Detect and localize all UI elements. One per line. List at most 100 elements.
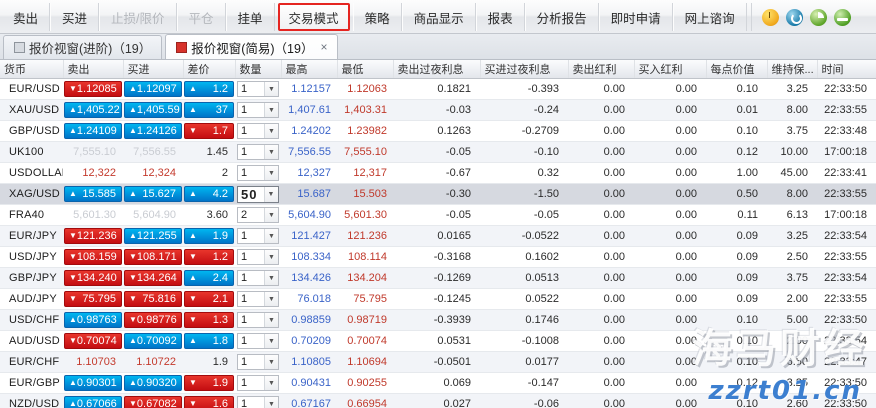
price-cell-spread[interactable]: ▲ 4.2: [183, 183, 235, 205]
price-cell-buy[interactable]: ▲ 1.12097: [123, 78, 183, 100]
price-cell-sell[interactable]: ▲ 1,405.22: [63, 99, 123, 121]
toolbar-button-5[interactable]: 交易模式: [277, 3, 350, 31]
price-cell-sell[interactable]: 5,601.30: [63, 204, 123, 226]
toolbar-button-8[interactable]: 报表: [475, 3, 525, 31]
table-row[interactable]: UK100 7,555.10 7,556.55 1.45 1 ▼ 7,556.55 7,555…: [0, 141, 876, 163]
refresh-icon[interactable]: [785, 8, 803, 26]
table-row[interactable]: NZD/USD ▲ 0.67066 ▼ 0.67082 ▼ 1.6 1 ▼ 0.67167 0.66…: [0, 393, 876, 408]
chevron-down-icon[interactable]: ▼: [264, 124, 278, 138]
price-cell-sell[interactable]: ▼ 121.236: [63, 225, 123, 247]
price-cell-spread[interactable]: ▲ 1.8: [183, 330, 235, 352]
chevron-down-icon[interactable]: ▼: [264, 145, 278, 159]
price-cell-sell[interactable]: 7,555.10: [63, 141, 123, 163]
toolbar-button-10[interactable]: 即时申请: [598, 3, 673, 31]
chevron-down-icon[interactable]: ▼: [264, 376, 278, 390]
price-cell-spread[interactable]: ▲ 2.4: [183, 267, 235, 289]
table-row[interactable]: EUR/JPY ▼ 121.236 ▲ 121.255 ▲ 1.9 1 ▼ 121.427 121.…: [0, 225, 876, 247]
price-cell-buy[interactable]: ▲ 121.255: [123, 225, 183, 247]
table-row[interactable]: EUR/USD ▼ 1.12085 ▲ 1.12097 ▲ 1.2 1 ▼ 1.12157 1.12…: [0, 78, 876, 100]
column-header-1[interactable]: 卖出: [63, 60, 124, 79]
price-cell-sell[interactable]: ▼ 108.159: [63, 246, 123, 268]
chevron-down-icon[interactable]: ▼: [264, 271, 278, 285]
toolbar-button-4[interactable]: 挂单: [225, 3, 275, 31]
price-cell-spread[interactable]: ▲ 1.2: [183, 78, 235, 100]
table-row[interactable]: AUD/JPY ▼ 75.795 ▼ 75.816 ▼ 2.1 1 ▼ 76.018 75.795-…: [0, 288, 876, 310]
column-header-11[interactable]: 每点价值: [706, 60, 768, 79]
price-cell-spread[interactable]: 3.60: [183, 204, 235, 226]
quantity-cell[interactable]: 1 ▼: [235, 309, 281, 331]
table-row[interactable]: AUD/USD ▼ 0.70074 ▲ 0.70092 ▲ 1.8 1 ▼ 0.70209 0.70…: [0, 330, 876, 352]
table-header-row[interactable]: 货币 卖出 买进 差价 数量 最高 最低 卖出过夜利息 买进过夜利息 卖出红利 买入红利 每点价值 维持…: [0, 60, 876, 79]
toolbar-button-0[interactable]: 卖出: [2, 3, 51, 31]
table-row[interactable]: GBP/JPY ▼ 134.240 ▼ 134.264 ▲ 2.4 1 ▼ 134.426 134.…: [0, 267, 876, 289]
table-row[interactable]: XAG/USD ▲ 15.585 ▲ 15.627 ▲ 4.2 50 ▼ 15.687 15.503…: [0, 183, 876, 205]
price-cell-spread[interactable]: ▼ 2.1: [183, 288, 235, 310]
table-row[interactable]: USDOLLAR12,32212,32421▼12,32712,317-0.67…: [0, 162, 876, 184]
quantity-cell[interactable]: 2 ▼: [235, 204, 281, 226]
column-header-6[interactable]: 最低: [337, 60, 394, 79]
column-header-5[interactable]: 最高: [281, 60, 338, 79]
price-cell-sell[interactable]: ▲ 1.24109: [63, 120, 123, 142]
quantity-cell[interactable]: 1 ▼: [235, 99, 281, 121]
price-cell-sell[interactable]: 12,322: [63, 162, 123, 184]
column-header-8[interactable]: 买进过夜利息: [480, 60, 569, 79]
table-row[interactable]: XAU/USD ▲ 1,405.22 ▲ 1,405.59 ▲ 37 1 ▼ 1,407.61 1,…: [0, 99, 876, 121]
chevron-down-icon[interactable]: ▼: [264, 166, 278, 180]
column-header-2[interactable]: 买进: [123, 60, 184, 79]
price-cell-spread[interactable]: 2: [183, 162, 235, 184]
price-cell-buy[interactable]: ▼ 75.816: [123, 288, 183, 310]
chevron-down-icon[interactable]: ▼: [264, 355, 278, 369]
price-cell-buy[interactable]: 12,324: [123, 162, 183, 184]
column-header-0[interactable]: 货币: [0, 60, 64, 79]
price-cell-sell[interactable]: ▲ 0.67066: [63, 393, 123, 408]
price-cell-spread[interactable]: 1.9: [183, 351, 235, 373]
chevron-down-icon[interactable]: ▼: [264, 313, 278, 327]
price-cell-buy[interactable]: ▲ 1.24126: [123, 120, 183, 142]
price-cell-buy[interactable]: ▲ 15.627: [123, 183, 183, 205]
chevron-down-icon[interactable]: ▼: [264, 334, 278, 348]
price-cell-spread[interactable]: ▼ 1.7: [183, 120, 235, 142]
price-cell-spread[interactable]: ▲ 37: [183, 99, 235, 121]
quantity-cell[interactable]: 1 ▼: [235, 78, 281, 100]
column-header-3[interactable]: 差价: [183, 60, 236, 79]
price-cell-sell[interactable]: ▲ 0.98763: [63, 309, 123, 331]
column-header-12[interactable]: 维持保...: [767, 60, 818, 79]
price-cell-spread[interactable]: 1.45: [183, 141, 235, 163]
price-cell-spread[interactable]: ▼ 1.9: [183, 372, 235, 394]
price-cell-spread[interactable]: ▼ 1.2: [183, 246, 235, 268]
quantity-cell[interactable]: 50 ▼: [235, 183, 281, 205]
price-cell-sell[interactable]: ▼ 0.70074: [63, 330, 123, 352]
price-cell-sell[interactable]: 1.10703: [63, 351, 123, 373]
chevron-down-icon[interactable]: ▼: [264, 292, 278, 306]
quantity-cell[interactable]: 1 ▼: [235, 162, 281, 184]
table-row[interactable]: USD/CHF ▲ 0.98763 ▼ 0.98776 ▼ 1.3 1 ▼ 0.98859 0.98…: [0, 309, 876, 331]
price-cell-spread[interactable]: ▼ 1.6: [183, 393, 235, 408]
quantity-cell[interactable]: 1 ▼: [235, 246, 281, 268]
toolbar-button-6[interactable]: 策略: [352, 3, 402, 31]
price-cell-sell[interactable]: ▼ 1.12085: [63, 78, 123, 100]
chevron-down-icon[interactable]: ▼: [264, 186, 278, 202]
chevron-down-icon[interactable]: ▼: [264, 103, 278, 117]
chevron-down-icon[interactable]: ▼: [264, 250, 278, 264]
price-cell-sell[interactable]: ▼ 75.795: [63, 288, 123, 310]
toolbar-button-7[interactable]: 商品显示: [401, 3, 476, 31]
quantity-cell[interactable]: 1 ▼: [235, 351, 281, 373]
quantity-cell[interactable]: 1 ▼: [235, 393, 281, 408]
price-cell-buy[interactable]: ▲ 0.90320: [123, 372, 183, 394]
table-row[interactable]: FRA40 5,601.30 5,604.90 3.60 2 ▼ 5,604.90 5,601…: [0, 204, 876, 226]
chart-icon[interactable]: [833, 8, 851, 26]
chevron-down-icon[interactable]: ▼: [264, 208, 278, 222]
close-icon[interactable]: ×: [320, 40, 328, 54]
price-cell-buy[interactable]: 5,604.90: [123, 204, 183, 226]
price-cell-buy[interactable]: ▼ 108.171: [123, 246, 183, 268]
column-header-7[interactable]: 卖出过夜利息: [393, 60, 481, 79]
column-header-13[interactable]: 时间: [817, 60, 876, 79]
column-header-10[interactable]: 买入红利: [634, 60, 707, 79]
quantity-cell[interactable]: 1 ▼: [235, 288, 281, 310]
table-row[interactable]: EUR/GBP ▲ 0.90301 ▲ 0.90320 ▼ 1.9 1 ▼ 0.90431 0.90…: [0, 372, 876, 394]
quote-table-container[interactable]: 货币 卖出 买进 差价 数量 最高 最低 卖出过夜利息 买进过夜利息 卖出红利 买入红利 每点价值 维持…: [0, 60, 876, 408]
table-row[interactable]: USD/JPY ▼ 108.159 ▼ 108.171 ▼ 1.2 1 ▼ 108.334 108.…: [0, 246, 876, 268]
table-row[interactable]: EUR/CHF 1.10703 1.10722 1.9 1 ▼ 1.10805 1.10694…: [0, 351, 876, 373]
pie-chart-icon[interactable]: [809, 8, 827, 26]
quantity-cell[interactable]: 1 ▼: [235, 225, 281, 247]
